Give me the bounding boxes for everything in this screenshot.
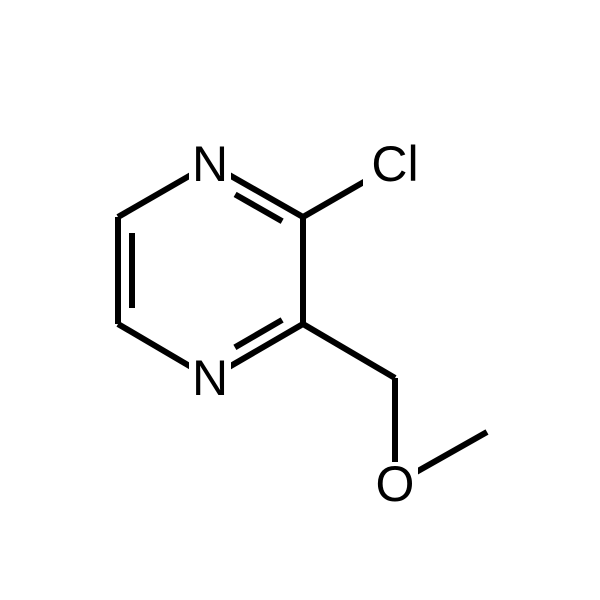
atom-label-n1: N <box>192 136 228 192</box>
atom-label-cl: Cl <box>371 136 418 192</box>
atom-label-o8: O <box>376 456 415 512</box>
atom-label-n4: N <box>192 350 228 406</box>
molecule-diagram: N N Cl O <box>0 0 600 600</box>
